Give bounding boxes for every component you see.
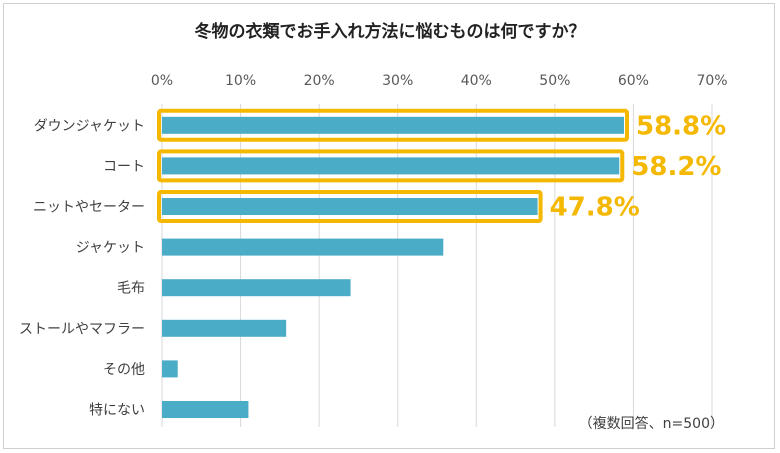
bar xyxy=(162,360,178,378)
chart-frame xyxy=(3,3,775,449)
x-tick-label: 30% xyxy=(382,73,413,89)
x-tick-label: 50% xyxy=(539,73,570,89)
category-label: ジャケット xyxy=(76,240,145,256)
x-tick-label: 70% xyxy=(696,73,727,89)
bar xyxy=(162,401,249,418)
bar xyxy=(162,198,538,215)
bar xyxy=(162,319,287,337)
highlight-box xyxy=(157,149,625,183)
bar xyxy=(162,157,620,175)
bar xyxy=(162,279,351,297)
category-label: 特にない xyxy=(89,403,145,419)
highlight-value-label: 58.2% xyxy=(631,152,721,182)
highlight-box xyxy=(157,108,629,142)
highlight-value-label: 47.8% xyxy=(550,193,640,223)
category-label: ストールやマフラー xyxy=(19,321,145,337)
x-tick-label: 10% xyxy=(225,73,256,89)
x-tick-label: 60% xyxy=(618,73,649,89)
highlight-box xyxy=(157,190,543,223)
bar xyxy=(162,116,624,134)
category-label: 毛布 xyxy=(117,281,145,297)
bar xyxy=(162,238,444,256)
sample-note: （複数回答、n=500） xyxy=(579,415,724,432)
x-tick-label: 20% xyxy=(304,73,335,89)
x-tick-label: 40% xyxy=(461,73,492,89)
chart-title: 冬物の衣類でお手入れ方法に悩むものは何ですか？ xyxy=(195,21,586,42)
category-label: ニットやセーター xyxy=(33,200,145,216)
highlight-value-label: 58.8% xyxy=(636,111,726,141)
x-tick-label: 0% xyxy=(151,73,173,89)
category-label: コート xyxy=(103,159,145,175)
category-label: ダウンジャケット xyxy=(34,118,145,134)
category-label: その他 xyxy=(103,362,145,378)
